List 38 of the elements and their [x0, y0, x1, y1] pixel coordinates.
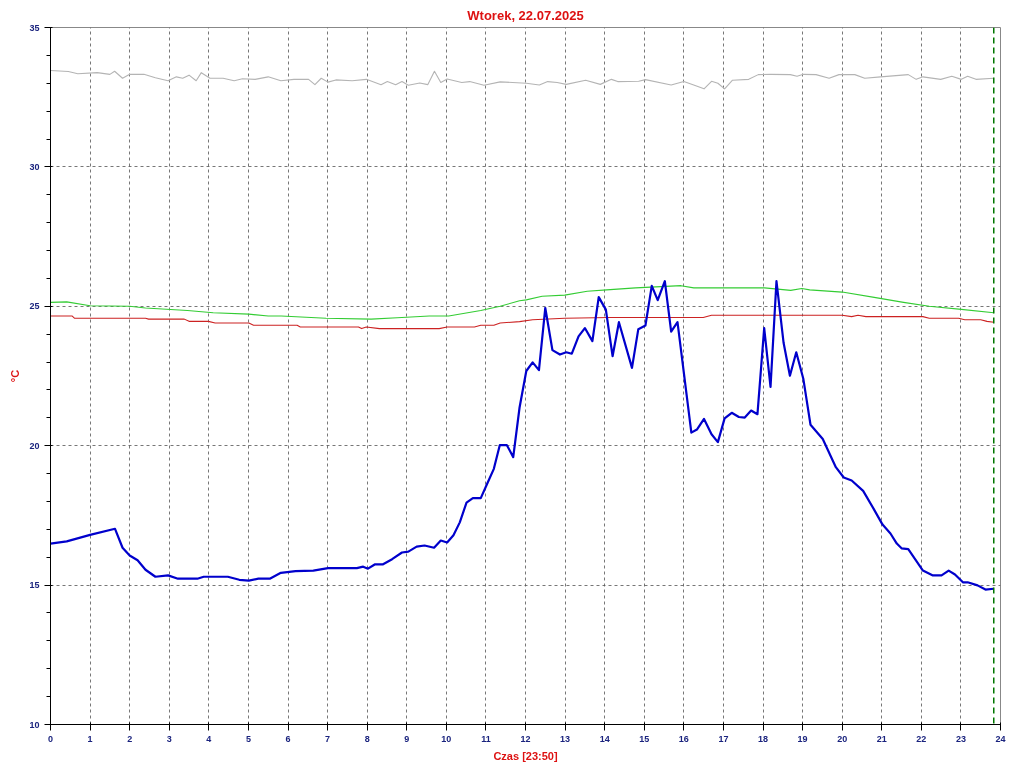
- x-axis-title: Czas [23:50]: [493, 749, 558, 762]
- y-tick-label: 30: [29, 161, 40, 172]
- x-tick-label: 4: [206, 733, 212, 744]
- x-tick-label: 23: [955, 733, 966, 744]
- x-tick-label: 15: [639, 733, 650, 744]
- x-tick-label: 9: [404, 733, 410, 744]
- x-tick-label: 12: [520, 733, 531, 744]
- y-tick-label: 35: [29, 22, 40, 33]
- line-series: [50, 69, 995, 90]
- x-tick-label: 1: [87, 733, 93, 744]
- x-tick-label: 24: [995, 733, 1006, 744]
- x-tick-label: 17: [718, 733, 729, 744]
- line-series: [50, 314, 995, 330]
- x-tick-label: 10: [441, 733, 452, 744]
- y-tick-label: 25: [29, 301, 40, 312]
- x-tick-label: 5: [245, 733, 251, 744]
- x-tick-label: 13: [560, 733, 571, 744]
- x-tick-label: 19: [797, 733, 808, 744]
- line-series: [50, 280, 995, 591]
- x-tick-label: 2: [127, 733, 133, 744]
- x-tick-label: 16: [678, 733, 689, 744]
- x-tick-label: 18: [757, 733, 769, 744]
- x-tick-label: 11: [481, 733, 491, 744]
- x-tick-label: 7: [325, 733, 331, 744]
- x-tick-label: 8: [364, 733, 370, 744]
- x-tick-label: 14: [599, 733, 610, 744]
- x-tick-label: 6: [285, 733, 291, 744]
- y-tick-label: 15: [29, 580, 40, 591]
- x-tick-label: 3: [166, 733, 172, 744]
- y-tick-label: 10: [29, 719, 40, 730]
- x-tick-label: 0: [48, 733, 54, 744]
- line-series: [50, 285, 995, 320]
- x-tick-label: 20: [837, 733, 848, 744]
- y-tick-label: 20: [29, 440, 40, 451]
- x-tick-label: 22: [916, 733, 927, 744]
- x-tick-label: 21: [876, 733, 887, 744]
- chart-title: Wtorek, 22.07.2025: [467, 7, 584, 23]
- y-axis-title: °C: [9, 369, 22, 383]
